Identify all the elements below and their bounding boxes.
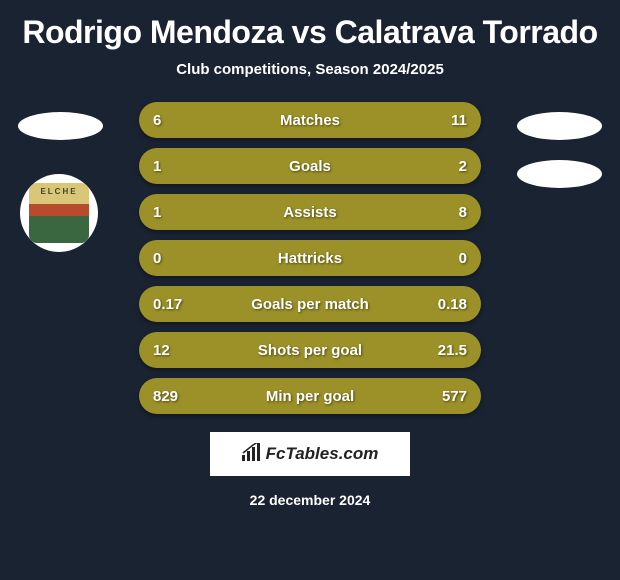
club-logo: ELCHE [20,174,98,252]
stat-label: Assists [139,204,481,221]
stat-value-right: 0.18 [438,296,467,313]
stat-row: 6 Matches 11 [139,102,481,138]
player-badge-left [18,112,103,140]
stat-value-left: 1 [153,204,161,221]
stat-label: Hattricks [139,250,481,267]
stat-row: 0 Hattricks 0 [139,240,481,276]
stat-value-right: 577 [442,388,467,405]
stat-row: 1 Assists 8 [139,194,481,230]
stat-value-right: 0 [459,250,467,267]
player-badge-right-1 [517,112,602,140]
subtitle: Club competitions, Season 2024/2025 [0,61,620,78]
stat-value-left: 6 [153,112,161,129]
stat-label: Shots per goal [139,342,481,359]
stats-list: 6 Matches 11 1 Goals 2 1 Assists 8 0 Hat… [139,102,481,414]
stat-value-left: 1 [153,158,161,175]
content-area: ELCHE 6 Matches 11 1 Goals 2 1 Assists 8… [0,102,620,508]
player-badge-right-2 [517,160,602,188]
stat-row: 1 Goals 2 [139,148,481,184]
stat-row: 829 Min per goal 577 [139,378,481,414]
stat-label: Goals per match [139,296,481,313]
club-logo-text: ELCHE [29,187,89,196]
chart-icon [242,443,262,466]
stat-value-left: 0 [153,250,161,267]
brand-box[interactable]: FcTables.com [210,432,410,476]
stat-value-right: 21.5 [438,342,467,359]
stat-value-left: 0.17 [153,296,182,313]
page-title: Rodrigo Mendoza vs Calatrava Torrado [0,0,620,51]
stat-row: 12 Shots per goal 21.5 [139,332,481,368]
stat-value-right: 8 [459,204,467,221]
stat-value-right: 11 [451,112,467,129]
stat-value-right: 2 [459,158,467,175]
stat-label: Matches [139,112,481,129]
date-text: 22 december 2024 [0,492,620,508]
stat-row: 0.17 Goals per match 0.18 [139,286,481,322]
club-logo-crest: ELCHE [29,183,89,243]
brand-text: FcTables.com [266,444,379,464]
stat-label: Goals [139,158,481,175]
stat-value-left: 829 [153,388,178,405]
stat-value-left: 12 [153,342,170,359]
stat-label: Min per goal [139,388,481,405]
